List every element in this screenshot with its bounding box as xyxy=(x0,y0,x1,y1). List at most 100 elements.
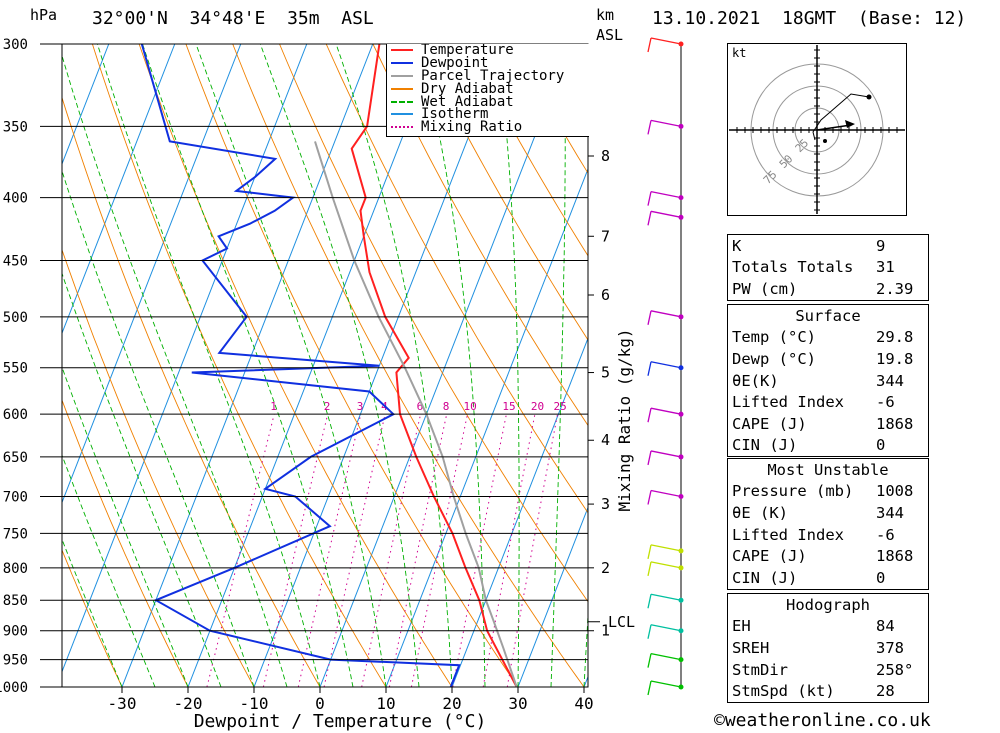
x-tick-label: 0 xyxy=(315,694,325,713)
mixing-ratio-line xyxy=(361,414,422,687)
legend-item: Wet Adiabat xyxy=(387,93,589,110)
mixing-ratio-line xyxy=(452,414,507,687)
table-value: 9 xyxy=(876,236,886,255)
x-tick-label: -20 xyxy=(174,694,203,713)
table-key: θE (K) xyxy=(732,503,788,522)
table-row: PW (cm) 2.39 xyxy=(728,278,928,300)
table-row: EH 84 xyxy=(728,616,928,638)
km-tick-label: 1 xyxy=(601,622,610,640)
hodograph-table-title: Hodograph xyxy=(786,595,870,614)
table-row: Temp (°C) 29.8 xyxy=(728,327,928,349)
mixing-ratio-label: 25 xyxy=(554,400,567,413)
table-value: -6 xyxy=(876,525,895,544)
table-value: 84 xyxy=(876,617,895,636)
table-value: 344 xyxy=(876,371,904,390)
legend-swatch xyxy=(391,100,413,103)
table-value: 344 xyxy=(876,503,904,522)
pressure-tick-label: 550 xyxy=(3,361,28,377)
table-key: StmSpd (kt) xyxy=(732,682,835,701)
isotherm-line xyxy=(62,44,308,673)
wind-barb xyxy=(650,544,682,552)
isotherm-line xyxy=(319,44,572,687)
x-tick-label: 10 xyxy=(376,694,395,713)
pressure-tick-label: 400 xyxy=(3,191,28,207)
table-row: CIN (J) 0 xyxy=(728,435,928,457)
pressure-tick-label: 350 xyxy=(3,119,28,135)
wind-barb xyxy=(650,561,682,569)
wind-barb xyxy=(650,191,682,199)
dry-adiabat-line xyxy=(62,96,321,687)
wet-adiabat-line xyxy=(62,54,288,687)
isotherm-line xyxy=(62,44,242,504)
wet-adiabat-line xyxy=(62,169,255,687)
mixing-ratio-line xyxy=(323,414,386,687)
copyright: ©weatheronline.co.uk xyxy=(714,710,931,731)
table-value: 0 xyxy=(876,568,886,587)
hodograph-trace xyxy=(812,93,870,141)
wind-barb xyxy=(650,310,682,318)
isotherm-line xyxy=(451,336,588,687)
wet-adiabat-line xyxy=(142,44,354,687)
legend-swatch xyxy=(391,62,413,65)
mixing-ratio-label: 3 xyxy=(357,400,364,413)
table-row: CAPE (J) 1868 xyxy=(728,545,928,567)
table-row: SREH 378 xyxy=(728,637,928,659)
table-row: Dewp (°C) 19.8 xyxy=(728,348,928,370)
pressure-tick-label: 1000 xyxy=(0,680,28,696)
table-row: θE(K) 344 xyxy=(728,370,928,392)
dry-adiabat-line xyxy=(91,44,387,687)
parcel-trajectory xyxy=(314,141,518,687)
wet-adiabat-line xyxy=(62,272,222,687)
wind-barb xyxy=(650,361,682,369)
wind-barb-flag xyxy=(647,561,652,576)
km-tick-label: 7 xyxy=(601,227,610,245)
table-value: 258° xyxy=(876,660,914,679)
wind-barb-flag xyxy=(647,361,652,376)
pressure-tick-label: 800 xyxy=(3,561,28,577)
mixing-ratio-axis-label: Mixing Ratio (g/kg) xyxy=(615,328,634,511)
legend-swatch xyxy=(391,49,413,52)
table-row: Lifted Index -6 xyxy=(728,524,928,546)
isotherm-line xyxy=(62,44,176,335)
wind-barb-flag xyxy=(647,544,652,560)
km-label: km xyxy=(596,6,615,24)
legend-label: Wet Adiabat xyxy=(421,93,514,110)
wind-barb-flag xyxy=(647,408,652,423)
isotherm-line xyxy=(187,44,440,687)
dry-adiabat-line xyxy=(325,44,588,514)
legend-item: Dry Adiabat xyxy=(387,82,589,96)
mixing-ratio-line xyxy=(388,414,448,687)
wet-adiabat-line xyxy=(550,44,566,687)
storm-motion-arrowhead xyxy=(845,120,855,128)
x-tick-label: -30 xyxy=(108,694,137,713)
mixing-ratio-label: 15 xyxy=(502,400,515,413)
pressure-tick-label: 500 xyxy=(3,310,28,326)
legend-swatch xyxy=(391,126,413,129)
wind-barb xyxy=(650,489,682,498)
table-key: EH xyxy=(732,617,751,636)
legend: Temperature Dewpoint Parcel Trajectory Dry … xyxy=(386,43,589,137)
wind-barb-flag xyxy=(647,594,652,609)
hpa-label: hPa xyxy=(30,6,58,24)
dry-adiabat-line xyxy=(934,44,1000,687)
wet-adiabat-line xyxy=(335,44,453,687)
wind-barb xyxy=(650,593,682,601)
x-tick-label: 40 xyxy=(574,694,593,713)
x-axis-label: Dewpoint / Temperature (°C) xyxy=(194,711,487,732)
km-tick-label: 2 xyxy=(601,559,610,577)
pressure-tick-label: 700 xyxy=(3,490,28,506)
pressure-tick-label: 850 xyxy=(3,593,28,609)
table-value: 1008 xyxy=(876,482,914,501)
surface-table: Surface Temp (°C) 29.8 Dewp (°C) 19.8 θE(K) 3… xyxy=(727,304,929,458)
dry-adiabat-line xyxy=(372,44,588,427)
km-tick-label: 4 xyxy=(601,431,610,449)
table-row: CIN (J) 0 xyxy=(728,567,928,589)
storm-motion-vector xyxy=(816,124,852,131)
table-key: Temp (°C) xyxy=(732,328,816,347)
km-tick-label: 8 xyxy=(601,147,610,165)
x-tick-label: 30 xyxy=(508,694,527,713)
table-key: CAPE (J) xyxy=(732,547,807,566)
